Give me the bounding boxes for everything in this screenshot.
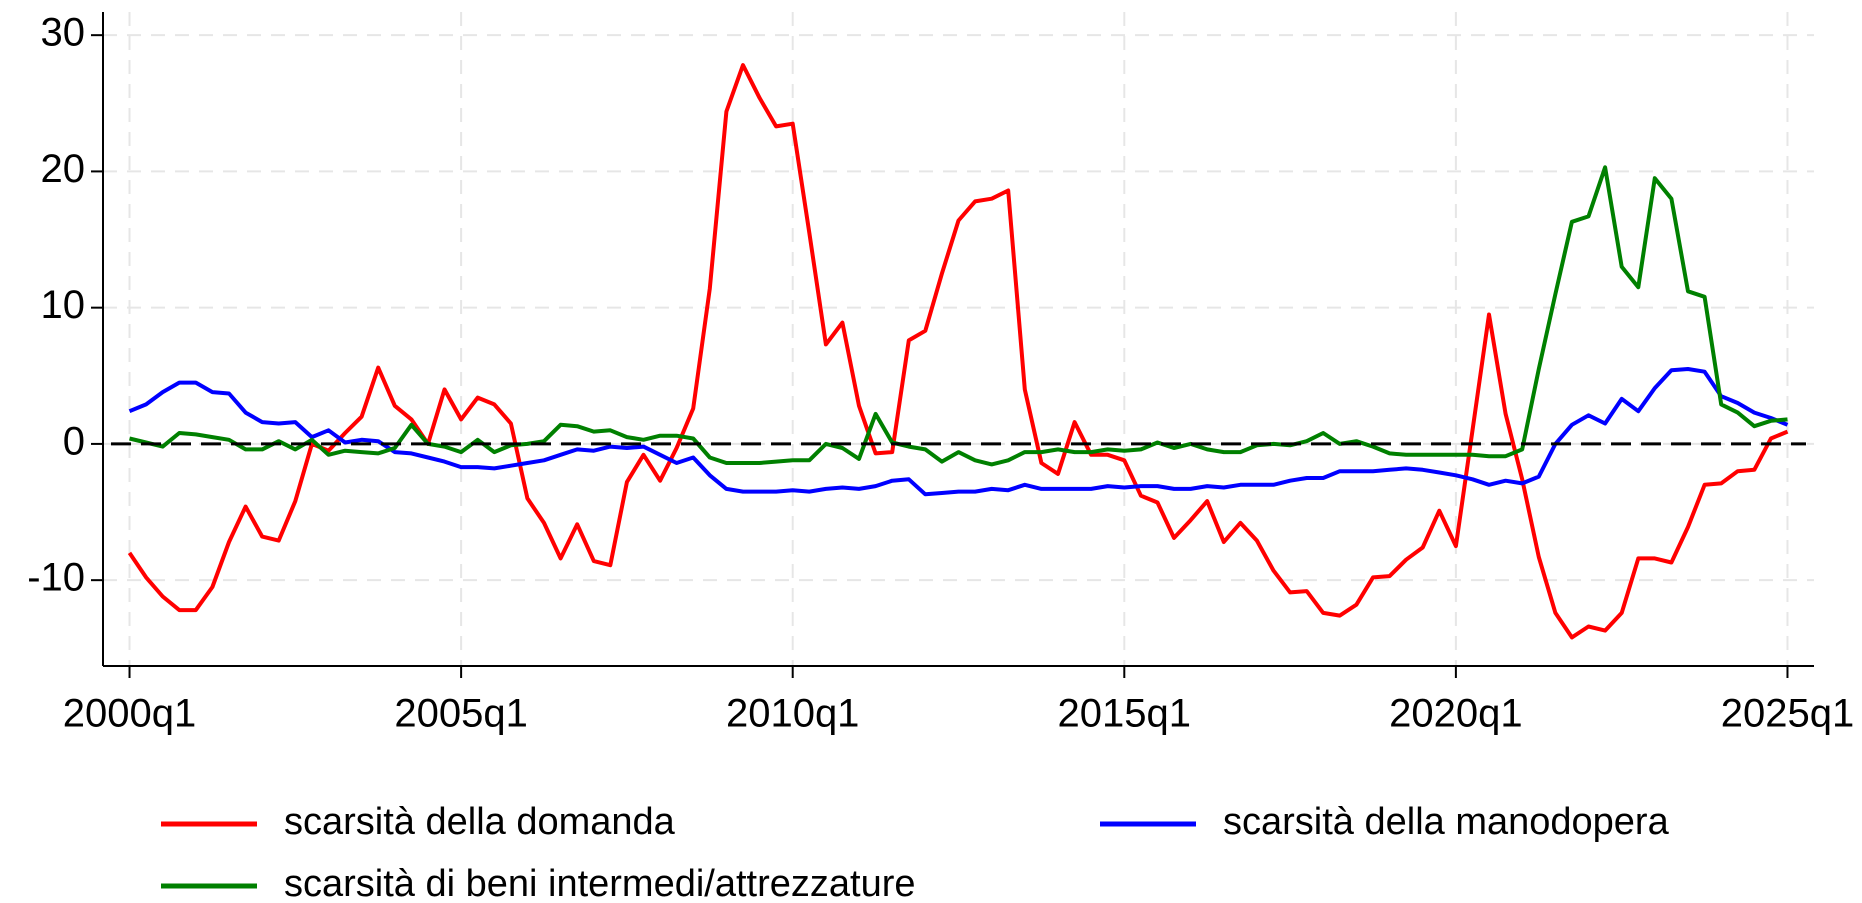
x-tick-label: 2015q1 — [1058, 692, 1191, 736]
series-line — [128, 367, 1789, 497]
legend-label: scarsità di beni intermedi/attrezzature — [284, 863, 916, 903]
x-tick-label: 2020q1 — [1389, 692, 1522, 736]
x-tick-label: 2000q1 — [63, 692, 196, 736]
y-tick-label: 30 — [41, 11, 86, 55]
series-line — [127, 63, 1789, 640]
legend-label: scarsità della manodopera — [1223, 801, 1670, 843]
y-tick-label: -10 — [27, 556, 85, 600]
legend-label: scarsità della domanda — [284, 801, 676, 843]
series-line — [129, 165, 1788, 467]
x-tick-label: 2010q1 — [726, 692, 859, 736]
y-tick-label: 10 — [41, 283, 86, 327]
y-tick-label: 20 — [41, 147, 86, 191]
x-tick-label: 2025q1 — [1721, 692, 1854, 736]
y-tick-label: 0 — [63, 419, 85, 463]
x-tick-label: 2005q1 — [394, 692, 527, 736]
